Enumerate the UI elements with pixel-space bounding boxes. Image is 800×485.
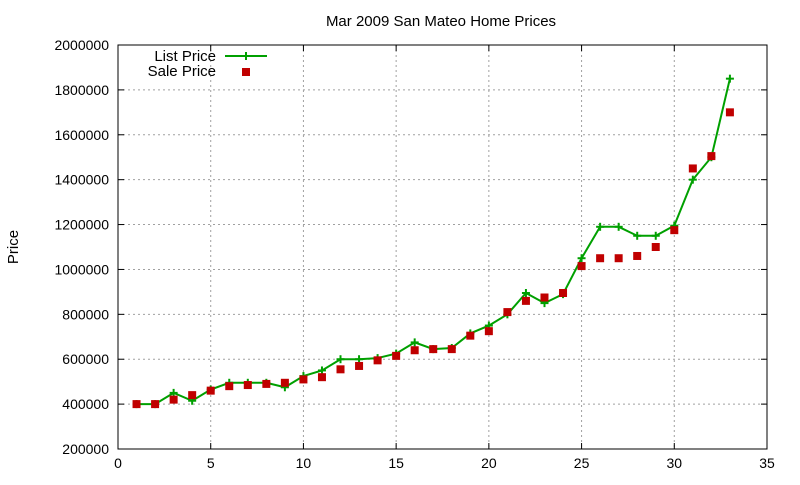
y-tick-label: 1400000	[54, 172, 109, 188]
list-price-point	[169, 388, 178, 397]
x-tick-label: 15	[388, 455, 404, 471]
list-price-point	[596, 222, 605, 231]
series-sale-price	[132, 108, 734, 409]
x-tick-label: 35	[759, 455, 775, 471]
y-tick-label: 200000	[62, 441, 109, 457]
axis-ticks: 0 5 10 15 20 25 30 35 200000 400000 600000 800000 10…	[54, 37, 775, 471]
x-tick-label: 25	[574, 455, 590, 471]
sale-price-point	[169, 395, 178, 404]
sale-price-point	[151, 400, 160, 409]
sale-price-point	[670, 226, 679, 235]
sale-price-point	[336, 365, 345, 374]
series-layer	[132, 74, 734, 409]
y-tick-label: 1200000	[54, 217, 109, 233]
sale-price-point	[596, 254, 605, 263]
sale-price-point	[243, 381, 252, 390]
sale-price-point	[688, 164, 697, 173]
list-price-point	[688, 175, 697, 184]
sale-price-point	[299, 375, 308, 384]
sale-price-point	[559, 289, 568, 298]
y-axis-title: Price	[5, 230, 22, 264]
legend-marker-list-price	[242, 52, 250, 60]
sale-price-point	[280, 378, 289, 387]
sale-price-point	[206, 386, 215, 395]
sale-price-point	[521, 296, 530, 305]
plot-frame	[117, 44, 768, 450]
sale-price-point	[317, 373, 326, 382]
legend: List Price Sale Price	[148, 48, 267, 80]
legend-label-sale-price: Sale Price	[148, 63, 216, 80]
list-price-point	[577, 254, 586, 263]
sale-price-point	[188, 391, 197, 400]
sale-price-point	[447, 345, 456, 354]
sale-price-point	[466, 331, 475, 340]
x-tick-label: 10	[296, 455, 312, 471]
list-price-point	[521, 289, 530, 298]
list-price-point	[355, 355, 364, 364]
sale-price-point	[132, 400, 141, 409]
sale-price-point	[484, 327, 493, 336]
sale-price-point	[577, 262, 586, 271]
sale-price-point	[540, 293, 549, 302]
list-price-point	[336, 355, 345, 364]
legend-marker-sale-price	[242, 68, 250, 76]
series-list-price	[132, 74, 734, 409]
list-price-point	[725, 74, 734, 83]
sale-price-point	[651, 243, 660, 251]
sale-price-point	[392, 351, 401, 360]
list-price-point	[614, 222, 623, 231]
sale-price-point	[707, 152, 716, 161]
chart-title: Mar 2009 San Mateo Home Prices	[326, 13, 556, 30]
legend-label-list-price: List Price	[154, 48, 216, 65]
y-tick-label: 400000	[62, 396, 109, 412]
list-price-point	[317, 366, 326, 375]
y-tick-label: 1000000	[54, 261, 109, 277]
sale-price-point	[429, 345, 438, 354]
sale-price-point	[633, 251, 642, 260]
list-price-point	[633, 231, 642, 240]
sale-price-point	[725, 108, 734, 117]
list-price-point	[651, 231, 660, 240]
sale-price-point	[614, 254, 623, 263]
list-price-line	[136, 78, 731, 406]
x-tick-label: 30	[666, 455, 682, 471]
y-tick-label: 2000000	[54, 37, 109, 53]
y-tick-label: 800000	[62, 306, 109, 322]
sale-price-point	[262, 379, 271, 388]
y-tick-label: 600000	[62, 351, 109, 367]
sale-price-point	[410, 346, 419, 355]
y-tick-label: 1600000	[54, 127, 109, 143]
list-price-point	[410, 338, 419, 347]
y-tick-label: 1800000	[54, 82, 109, 98]
x-tick-label: 5	[207, 455, 215, 471]
sale-price-point	[373, 356, 382, 365]
x-tick-label: 0	[114, 455, 122, 471]
sale-price-point	[503, 308, 512, 317]
sale-price-point	[225, 382, 234, 391]
x-tick-label: 20	[481, 455, 497, 471]
sale-price-point	[355, 361, 364, 370]
